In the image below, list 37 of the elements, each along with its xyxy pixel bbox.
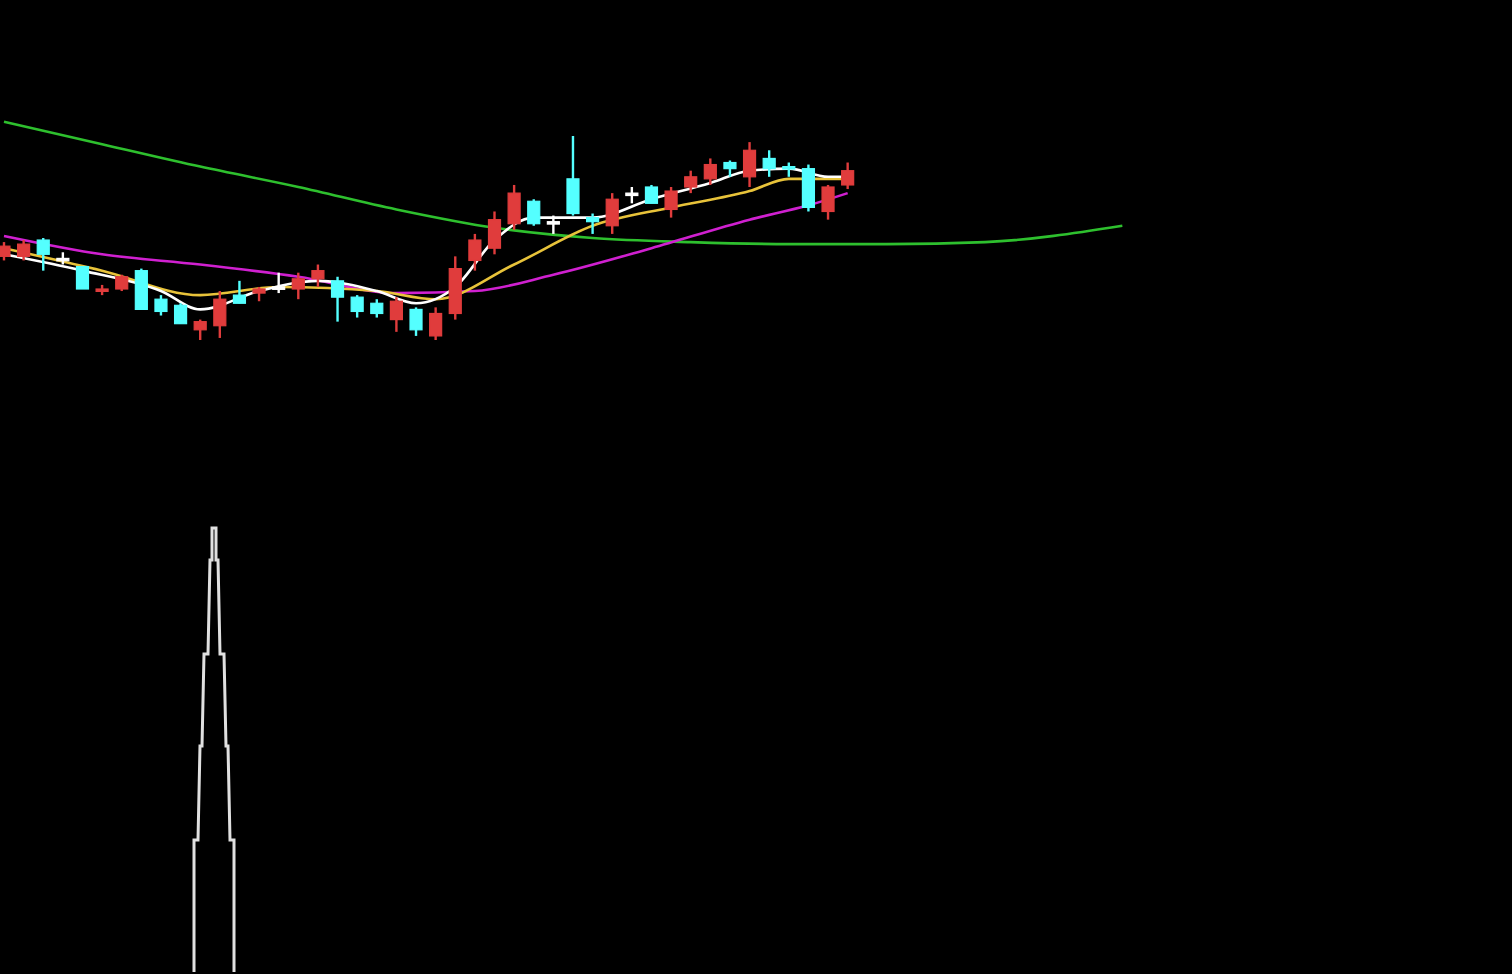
- candlestick: [173, 302, 188, 325]
- candlestick: [762, 149, 776, 178]
- candlestick: [409, 306, 423, 338]
- candlestick: [742, 140, 757, 189]
- candlestick: [841, 161, 855, 191]
- candlestick: [291, 271, 305, 301]
- candlestick: [664, 185, 678, 219]
- candlestick: [311, 263, 325, 289]
- candlestick: [703, 157, 717, 187]
- candlestick: [644, 183, 659, 205]
- candlestick: [75, 265, 90, 290]
- candlestick: [801, 163, 816, 213]
- candlestick: [134, 267, 148, 311]
- candlestick: [821, 183, 835, 221]
- candlestick: [468, 232, 482, 272]
- candlestick: [232, 279, 247, 305]
- candlestick: [566, 134, 580, 217]
- candlestick: [684, 169, 698, 195]
- candlestick: [350, 293, 364, 319]
- candlestick: [213, 289, 227, 340]
- candlestick: [546, 214, 560, 236]
- candlestick: [389, 295, 403, 334]
- candlestick: [17, 238, 31, 262]
- candlestick: [154, 293, 168, 317]
- candlestick: [487, 210, 502, 256]
- candlestick: [330, 275, 345, 323]
- candlestick: [36, 236, 50, 272]
- candlestick: [272, 271, 286, 295]
- candlestick: [507, 183, 521, 232]
- candlestick: [586, 212, 600, 236]
- candlestick: [527, 198, 541, 227]
- candlestick: [429, 306, 443, 342]
- candlestick: [605, 191, 619, 236]
- candlestick: [193, 318, 207, 342]
- candlestick: [0, 240, 11, 262]
- candlestick: [370, 298, 384, 319]
- candlestick: [448, 255, 462, 321]
